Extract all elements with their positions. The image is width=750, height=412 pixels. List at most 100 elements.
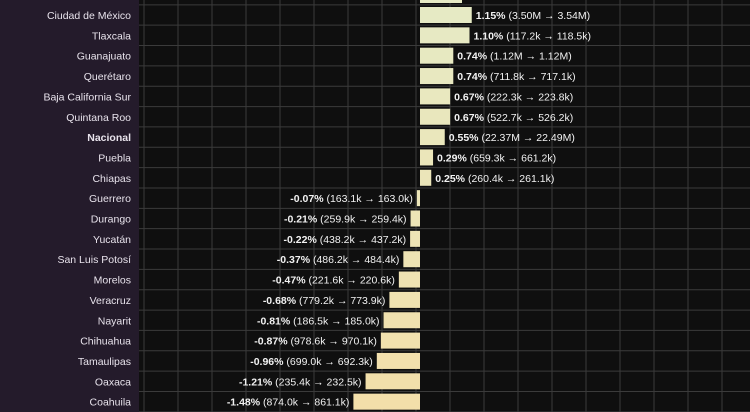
data-label: 0.67% (222.3k → 223.8k) <box>454 91 573 103</box>
category-label: Tamaulipas <box>78 356 131 368</box>
data-label-percent: 0.74% <box>457 71 487 83</box>
data-label-percent: 0.55% <box>449 132 479 144</box>
category-label: Ciudad de México <box>47 10 131 22</box>
data-label-detail: (221.6k → 220.6k) <box>306 275 395 287</box>
data-label-percent: -0.21% <box>284 214 318 226</box>
data-label-percent: -0.96% <box>250 356 284 368</box>
bar-clipped-top <box>420 0 462 3</box>
category-label: Tlaxcala <box>92 30 131 42</box>
data-label-detail: (486.2k → 484.4k) <box>310 254 399 266</box>
data-label-detail: (222.3k → 223.8k) <box>484 91 573 103</box>
data-label-detail: (163.1k → 163.0k) <box>324 193 413 205</box>
bar <box>420 169 432 186</box>
data-label: 1.15% (3.50M → 3.54M) <box>476 10 590 22</box>
bar <box>410 230 420 247</box>
data-label-detail: (699.0k → 692.3k) <box>284 356 373 368</box>
bar <box>398 271 420 288</box>
bar <box>420 149 434 166</box>
data-label-detail: (260.4k → 261.1k) <box>465 173 554 185</box>
data-label-detail: (779.2k → 773.9k) <box>296 295 385 307</box>
data-label-percent: -0.07% <box>290 193 324 205</box>
data-label-percent: 0.25% <box>435 173 465 185</box>
value-labels: 1.15% (3.50M → 3.54M) 1.10% (117.2k → 118… <box>227 10 591 409</box>
bar <box>410 210 420 227</box>
data-label: -1.48% (874.0k → 861.1k) <box>227 397 350 409</box>
data-label-percent: 0.67% <box>454 112 484 124</box>
data-label-percent: 0.74% <box>457 51 487 63</box>
category-label: Oaxaca <box>95 376 131 388</box>
category-label: Guanajuato <box>77 51 131 63</box>
data-label-percent: -0.68% <box>263 295 297 307</box>
bar <box>420 129 445 146</box>
data-label-percent: -0.37% <box>277 254 311 266</box>
data-label-detail: (235.4k → 232.5k) <box>272 376 361 388</box>
category-label: Yucatán <box>93 234 131 246</box>
data-label: -0.81% (186.5k → 185.0k) <box>257 315 380 327</box>
category-label: Nayarit <box>98 315 131 327</box>
data-label-detail: (3.50M → 3.54M) <box>506 10 591 22</box>
data-label-detail: (186.5k → 185.0k) <box>290 315 379 327</box>
category-label: Morelos <box>94 275 131 287</box>
data-label-detail: (117.2k → 118.5k) <box>503 30 591 42</box>
data-label: 0.29% (659.3k → 661.2k) <box>437 152 556 164</box>
bars-group <box>353 0 472 410</box>
data-label: -0.47% (221.6k → 220.6k) <box>272 275 395 287</box>
data-label-percent: 0.29% <box>437 152 467 164</box>
grid-lines <box>139 0 750 412</box>
category-label: Durango <box>91 214 131 226</box>
category-label: Puebla <box>98 152 131 164</box>
category-labels: Ciudad de México Tlaxcala Guanajuato Querét… <box>43 10 131 409</box>
data-label: 0.74% (1.12M → 1.12M) <box>457 51 571 63</box>
data-label-percent: -1.21% <box>239 376 273 388</box>
category-label: San Luis Potosí <box>57 254 131 266</box>
data-label: 0.55% (22.37M → 22.49M) <box>449 132 575 144</box>
category-label: Querétaro <box>84 71 131 83</box>
bar <box>353 393 420 410</box>
bar <box>420 88 451 105</box>
category-label: Chihuahua <box>80 336 131 348</box>
category-label: Guerrero <box>89 193 131 205</box>
data-label-percent: -0.22% <box>284 234 318 246</box>
data-label-detail: (22.37M → 22.49M) <box>479 132 575 144</box>
data-label-detail: (659.3k → 661.2k) <box>467 152 556 164</box>
data-label-percent: -0.87% <box>254 336 288 348</box>
data-label: -0.22% (438.2k → 437.2k) <box>284 234 407 246</box>
data-label: -0.21% (259.9k → 259.4k) <box>284 214 407 226</box>
category-label: Quintana Roo <box>66 112 131 124</box>
data-label: -0.07% (163.1k → 163.0k) <box>290 193 413 205</box>
data-label-detail: (1.12M → 1.12M) <box>487 51 572 63</box>
data-label-detail: (711.8k → 717.1k) <box>487 71 576 83</box>
data-label-percent: 1.15% <box>476 10 506 22</box>
bar <box>420 7 472 23</box>
data-label: -0.37% (486.2k → 484.4k) <box>277 254 400 266</box>
data-label-detail: (978.6k → 970.1k) <box>288 336 377 348</box>
category-label: Baja California Sur <box>43 91 131 103</box>
bar <box>416 190 420 207</box>
bar <box>365 373 420 390</box>
bar <box>420 27 470 44</box>
bar <box>380 332 420 349</box>
data-label: -1.21% (235.4k → 232.5k) <box>239 376 362 388</box>
category-label: Veracruz <box>90 295 131 307</box>
data-label-percent: -1.48% <box>227 397 261 409</box>
bar <box>420 108 451 125</box>
data-label: -0.87% (978.6k → 970.1k) <box>254 336 377 348</box>
data-label: 0.74% (711.8k → 717.1k) <box>457 71 575 83</box>
bar <box>403 251 420 268</box>
bar <box>376 352 420 369</box>
data-label-detail: (874.0k → 861.1k) <box>260 397 349 409</box>
data-label: -0.68% (779.2k → 773.9k) <box>263 295 386 307</box>
data-label-detail: (438.2k → 437.2k) <box>317 234 406 246</box>
data-label-detail: (522.7k → 526.2k) <box>484 112 573 124</box>
data-label-detail: (259.9k → 259.4k) <box>317 214 406 226</box>
category-label: Chiapas <box>92 173 131 185</box>
bar <box>420 68 454 85</box>
data-label: 1.10% (117.2k → 118.5k) <box>474 30 592 42</box>
data-label: 0.67% (522.7k → 526.2k) <box>454 112 573 124</box>
data-label-percent: -0.81% <box>257 315 291 327</box>
bar <box>389 291 420 308</box>
data-label: -0.96% (699.0k → 692.3k) <box>250 356 373 368</box>
bar <box>420 47 454 64</box>
data-label-percent: 0.67% <box>454 91 484 103</box>
bar <box>383 312 420 329</box>
